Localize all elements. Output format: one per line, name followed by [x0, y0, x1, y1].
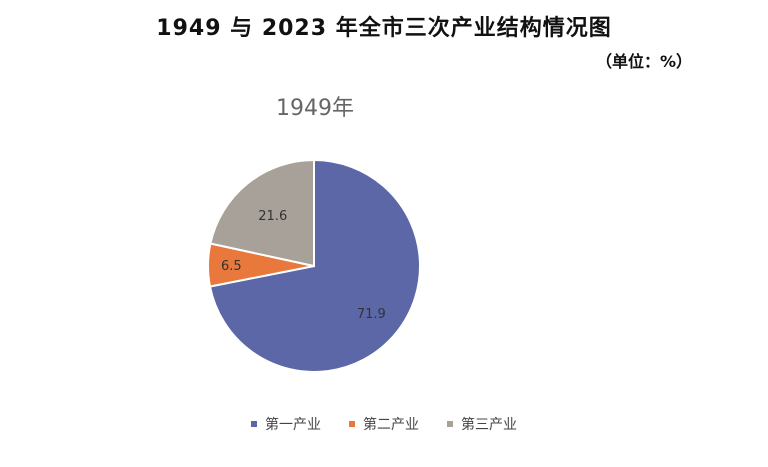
legend-label-3: 第三产业 — [461, 417, 517, 433]
unit-label: （单位：%） — [595, 52, 692, 71]
data-label-3: 21.6 — [258, 209, 287, 224]
data-label-1: 71.9 — [357, 307, 386, 322]
legend-swatch-3 — [447, 421, 453, 427]
legend-swatch-2 — [349, 421, 355, 427]
legend-item-3: 第三产业 — [447, 414, 517, 434]
legend-item-1: 第一产业 — [251, 414, 321, 434]
legend-swatch-1 — [251, 421, 257, 427]
pie-slice-3 — [209, 158, 315, 268]
legend: 第一产业 第二产业 第三产业 — [0, 414, 768, 434]
legend-item-2: 第二产业 — [349, 414, 419, 434]
chart-title: 1949 与 2023 年全市三次产业结构情况图 — [156, 16, 612, 41]
pie-title: 1949年 — [276, 96, 354, 121]
data-label-2: 6.5 — [221, 259, 242, 274]
legend-label-1: 第一产业 — [265, 417, 321, 433]
legend-label-2: 第二产业 — [363, 417, 419, 433]
